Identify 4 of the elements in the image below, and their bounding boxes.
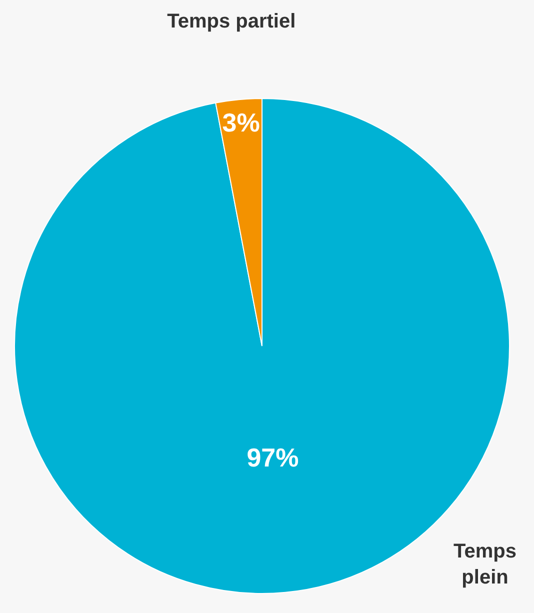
slice-label: Temps plein bbox=[454, 540, 516, 589]
data-label: 97% bbox=[246, 442, 299, 473]
data-label: 3% bbox=[222, 107, 260, 138]
slice-label: Temps partiel bbox=[167, 10, 296, 32]
